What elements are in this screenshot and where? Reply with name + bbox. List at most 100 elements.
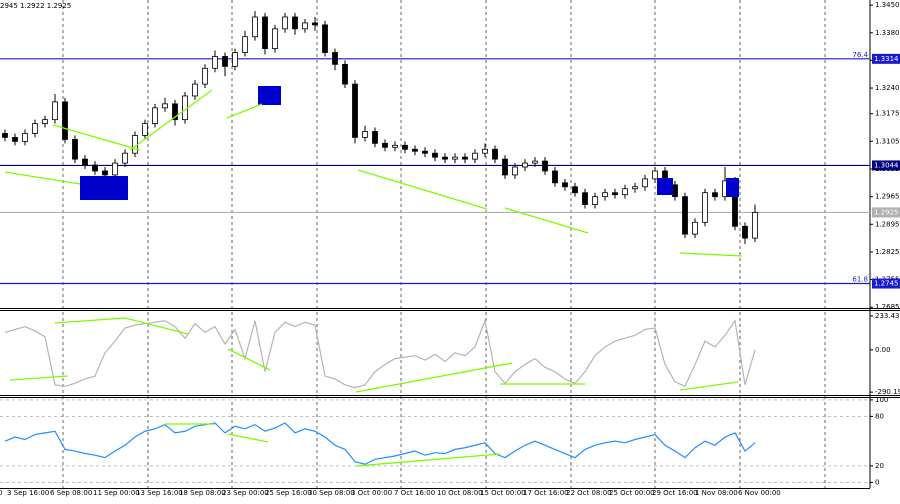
price-tag (872, 278, 900, 289)
trend-line (4, 171, 81, 185)
candle-body (352, 83, 358, 138)
zone-box (258, 86, 281, 105)
candle-body (162, 103, 168, 109)
y-tick-label: -290.198 (875, 388, 900, 396)
y-tick-label: 80 (875, 412, 884, 420)
trend-line (52, 124, 141, 151)
candle-body (632, 186, 638, 190)
x-tick-label: 15 Oct 00:00 (480, 489, 526, 497)
candle-body (422, 150, 428, 154)
candle-body (502, 158, 508, 176)
fib-label: 76.4 (852, 51, 868, 59)
x-tick-label: 25 Sep 16:00 (265, 489, 312, 497)
ohlc-text: 2945 1.2922 1.2925 (0, 2, 71, 10)
trend-line (679, 252, 743, 257)
candle-body (292, 16, 298, 30)
candle-body (142, 123, 148, 136)
y-tick-label: 233.4378 (875, 312, 900, 320)
x-tick-label: 7 Oct 16:00 (394, 489, 435, 497)
candle-body (22, 133, 28, 142)
trend-line (129, 89, 213, 151)
candle-body (522, 162, 528, 168)
candle-body (692, 221, 698, 235)
x-tick-label: 30 Sep 08:00 (308, 489, 355, 497)
price-tag-label: 1.2745 (874, 280, 899, 288)
levels: 76.4 61.8 (0, 51, 870, 285)
candle-body (242, 36, 248, 53)
candle-body (62, 101, 68, 140)
candle-body (452, 156, 458, 160)
price-tag (872, 207, 900, 218)
candle-body (432, 152, 438, 158)
trend-line (357, 169, 488, 210)
drawings (4, 86, 743, 467)
x-tick-label: 29 Oct 16:00 (652, 489, 698, 497)
y-tick-label: 1.2965 (875, 193, 900, 201)
rsi-line (4, 422, 756, 465)
candle-body (202, 67, 208, 85)
x-tick-label: 3 Sep 16:00 (7, 489, 49, 497)
candle-body (332, 52, 338, 65)
candle-body (322, 24, 328, 53)
grid (62, 0, 826, 488)
y-tick-label: 0 (875, 478, 879, 486)
trend-line (9, 375, 69, 381)
x-tick-label: 10 Oct 08:00 (437, 489, 483, 497)
y-tick-label: 1.2825 (875, 248, 900, 256)
candle-body (302, 22, 308, 30)
x-tick-label: 18 Sep 08:00 (179, 489, 226, 497)
candle-body (492, 148, 498, 160)
candle-body (262, 16, 268, 49)
x-tick-label: 11 Sep 00:00 (93, 489, 140, 497)
candle-body (392, 144, 398, 148)
zone-box (80, 176, 128, 200)
candle-body (602, 192, 608, 198)
y-tick-label: 1.3175 (875, 110, 900, 118)
y-tick-label: 100 (875, 396, 888, 404)
candle-body (372, 131, 378, 144)
trend-line (355, 362, 513, 393)
candle-body (82, 158, 88, 166)
x-tick-label: 22 Oct 08:00 (566, 489, 612, 497)
candle-body (232, 52, 238, 67)
cci-line (4, 318, 756, 389)
candle-body (582, 192, 588, 205)
candle-body (102, 170, 108, 176)
candle-body (742, 225, 748, 239)
y-tick-label: 1.2895 (875, 220, 900, 228)
candle-body (622, 188, 628, 196)
y-tick-label: 1.3380 (875, 29, 900, 37)
zone-box (726, 178, 739, 197)
candle-body (42, 119, 48, 124)
candle-body (412, 148, 418, 152)
candle-body (712, 192, 718, 198)
candle-body (512, 166, 518, 176)
candle-body (572, 186, 578, 194)
candle-body (312, 22, 318, 26)
candle-body (212, 56, 218, 69)
x-tick-label: 17 Oct 16:00 (523, 489, 569, 497)
candles (2, 11, 758, 245)
candle-body (612, 192, 618, 196)
trend-line (124, 317, 189, 335)
y-tick-label: 1.3450 (875, 1, 900, 9)
candle-body (12, 137, 18, 142)
price-tag-label: 1.3044 (874, 161, 899, 169)
candle-body (592, 196, 598, 205)
x-tick-label: 23 Sep 00:00 (222, 489, 269, 497)
trend-line (54, 317, 126, 324)
x-tick-label: 1 Nov 08:00 (695, 489, 738, 497)
x-tick-label: 25 Oct 00:00 (609, 489, 655, 497)
trend-line (227, 433, 269, 443)
candle-body (542, 160, 548, 172)
zone-box (657, 178, 673, 195)
y-tick-label: 1.3105 (875, 137, 900, 145)
candle-body (272, 28, 278, 49)
candle-body (72, 138, 78, 160)
y-tick-label: 0.00 (875, 346, 891, 354)
candle-body (682, 196, 688, 235)
y-tick-label: 20 (875, 462, 884, 470)
oscillators (0, 318, 870, 483)
